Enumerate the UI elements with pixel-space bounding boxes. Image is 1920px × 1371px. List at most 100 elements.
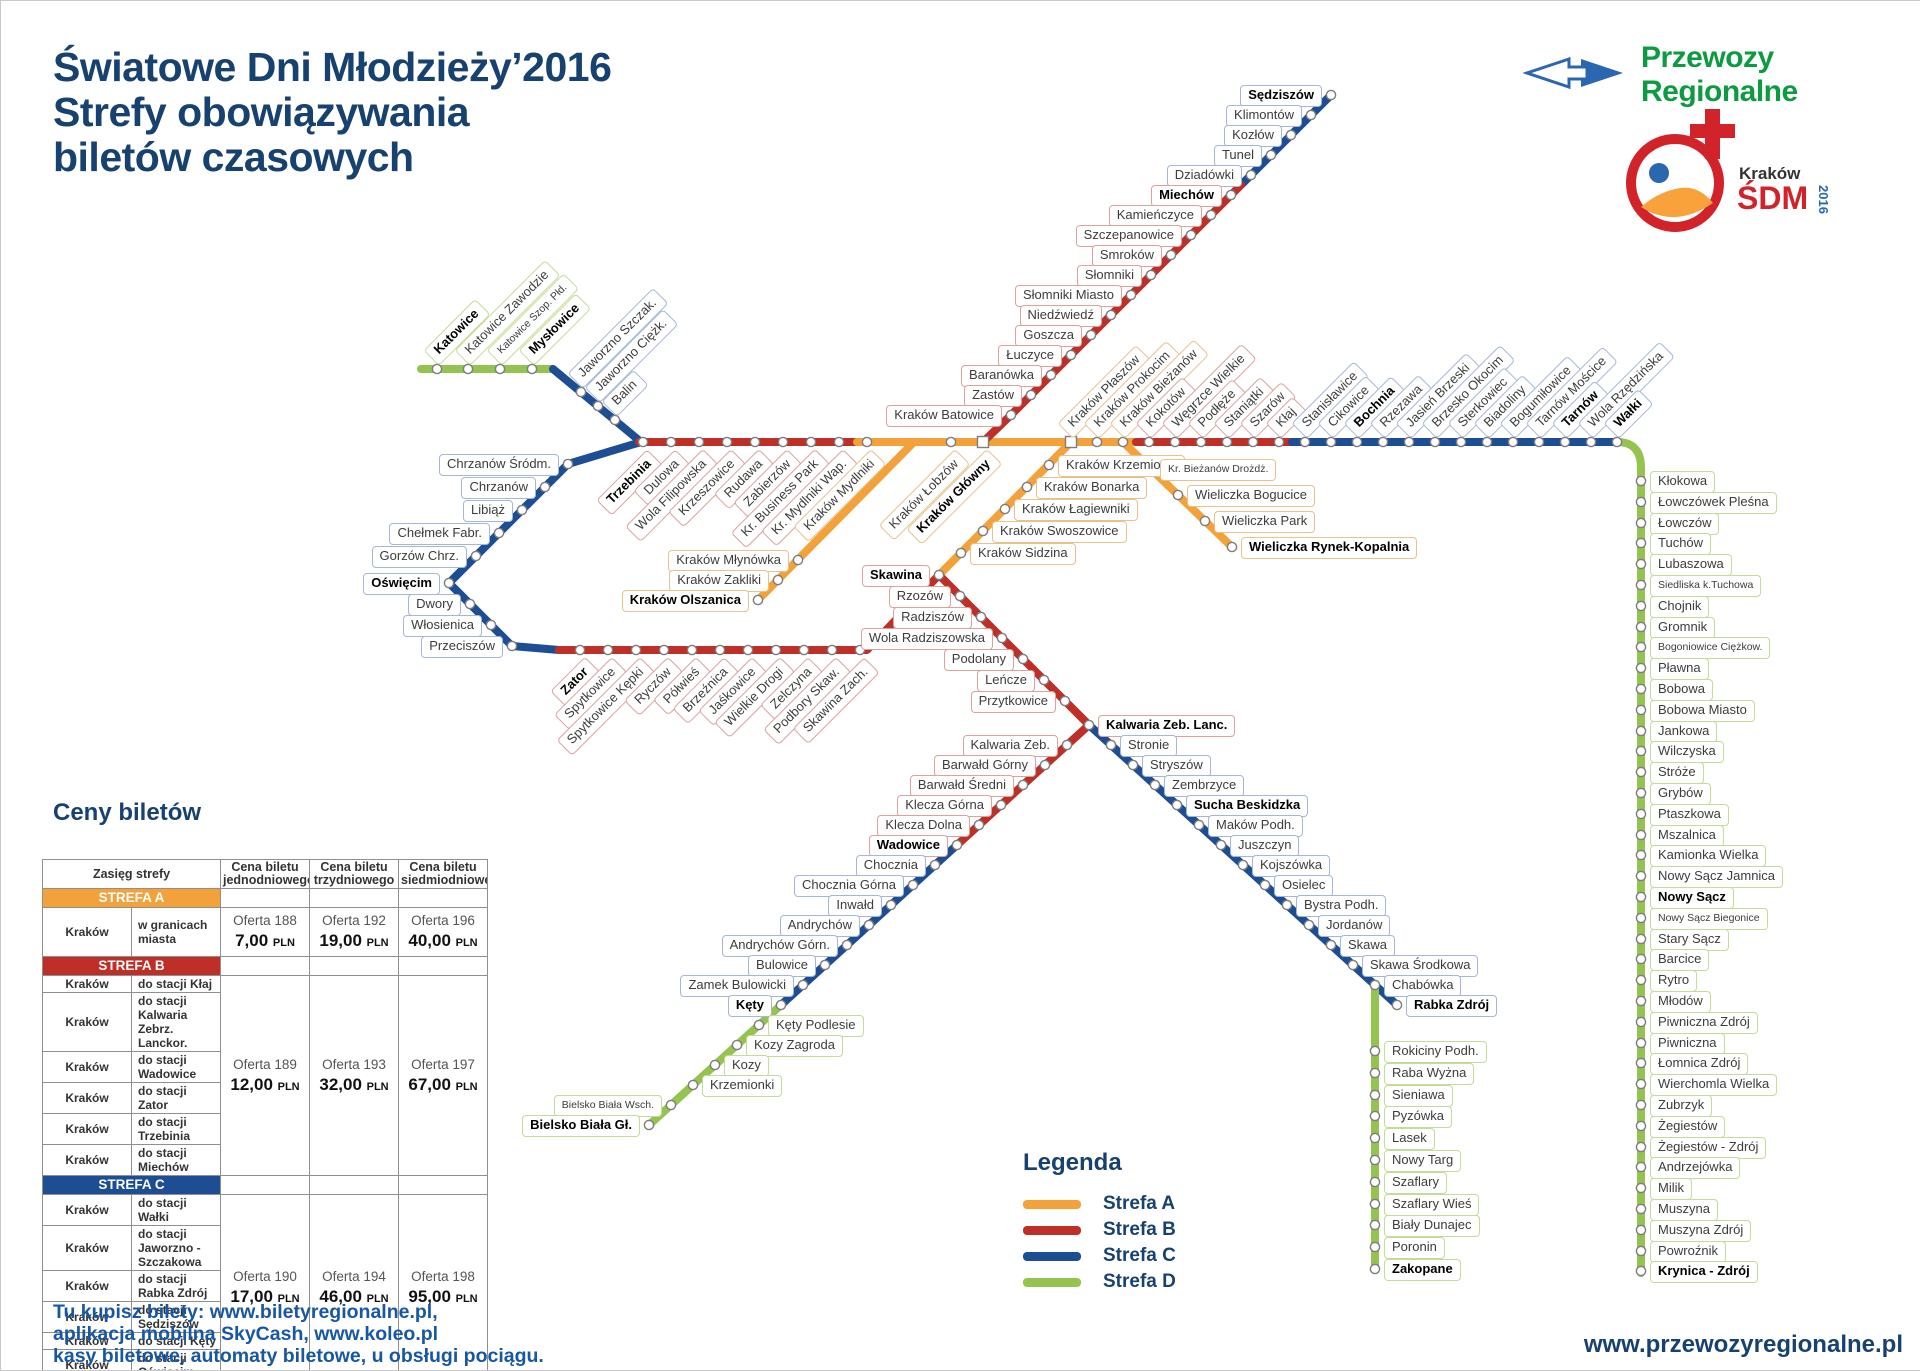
legend-swatch-C (1023, 1252, 1081, 1261)
station-marker (1248, 437, 1257, 446)
purchase-info-line-2: aplikacja mobilna SkyCash, www.koleo.pl (53, 1323, 544, 1345)
station-label: Kęty (728, 995, 772, 1017)
station-label: Łomnica Zdrój (1650, 1053, 1748, 1075)
destination-cell: do stacji Zator (132, 1083, 221, 1114)
station-label: Powroźnik (1650, 1241, 1726, 1263)
station-label: Bielsko Biała Wsch. (554, 1095, 662, 1117)
station-label: Biały Dunajec (1384, 1215, 1480, 1237)
station-marker (1636, 1246, 1645, 1255)
station-marker (1282, 900, 1291, 909)
station-marker (1636, 538, 1645, 547)
station-label: Wierchomla Wielka (1650, 1074, 1777, 1096)
station-label: Szaflary (1384, 1172, 1447, 1194)
station-marker (956, 548, 965, 557)
zone-bar: STREFA B (43, 957, 221, 976)
station-marker (463, 364, 472, 373)
station-marker (976, 612, 985, 621)
station-marker (1636, 726, 1645, 735)
station-label: Łowczówek Pleśna (1650, 492, 1777, 514)
station-marker (754, 1020, 763, 1029)
station-marker (1636, 580, 1645, 589)
station-marker (743, 645, 752, 654)
station-marker (1636, 850, 1645, 859)
station-label: Poronin (1384, 1237, 1445, 1259)
station-marker (974, 820, 983, 829)
station-marker (687, 645, 696, 654)
station-marker (1636, 1225, 1645, 1234)
station-label: Nowy Sącz (1650, 887, 1734, 909)
station-label: Słomniki (1077, 265, 1142, 287)
station-marker (1216, 840, 1225, 849)
legend-label-A: Strefa A (1103, 1193, 1175, 1215)
station-marker (1370, 1177, 1379, 1186)
station-marker (908, 880, 917, 889)
station-marker (827, 645, 836, 654)
station-marker (1370, 1090, 1379, 1099)
station-marker (1636, 871, 1645, 880)
station-marker (1636, 1058, 1645, 1067)
station-label: Podolany (944, 649, 1014, 671)
station-marker (1227, 542, 1236, 551)
legend-label-D: Strefa D (1103, 1271, 1176, 1293)
station-label: Ptaszkowa (1650, 804, 1729, 826)
station-marker (1636, 1038, 1645, 1047)
station-label: Kamionka Wielka (1650, 845, 1766, 867)
station-marker (507, 641, 516, 650)
station-marker (576, 387, 585, 396)
station-marker (638, 437, 647, 446)
station-label: Oświęcim (363, 573, 440, 595)
station-marker (778, 437, 787, 446)
destination-cell: do stacji Trzebinia (132, 1114, 221, 1145)
station-label: Kozłów (1224, 125, 1282, 147)
station-marker (1106, 740, 1115, 749)
station-marker (688, 1080, 697, 1089)
station-label: Muszyna (1650, 1199, 1718, 1221)
station-label: Smroków (1092, 245, 1162, 267)
station-marker (1370, 1242, 1379, 1251)
station-marker (1066, 437, 1077, 448)
station-marker (1066, 350, 1075, 359)
station-marker (444, 578, 453, 587)
station-label: Barcice (1650, 949, 1709, 971)
station-marker (1370, 1046, 1379, 1055)
station-marker (1170, 437, 1179, 446)
station-marker (1118, 437, 1127, 446)
station-marker (666, 437, 675, 446)
station-marker (1636, 746, 1645, 755)
station-label: Jordanów (1318, 915, 1390, 937)
station-marker (1534, 437, 1543, 446)
station-label: Andrzejówka (1650, 1157, 1740, 1179)
legend-swatch-D (1023, 1278, 1081, 1287)
station-marker (710, 1060, 719, 1069)
station-label: Rzozów (889, 586, 951, 608)
station-marker (1092, 437, 1101, 446)
col-header-price-3: Cena biletusiedmiodniowego (399, 860, 488, 889)
station-label: Chrzanów (461, 477, 536, 499)
station-label: Dwory (408, 594, 461, 616)
sdm-year-text: 2016 (1816, 185, 1831, 214)
station-marker (1370, 1068, 1379, 1077)
destination-cell: do stacji Miechów (132, 1145, 221, 1176)
destination-cell: do stacji Jaworzno - Szczakowa (132, 1226, 221, 1271)
station-marker (1636, 788, 1645, 797)
origin-cell: Kraków (43, 1052, 132, 1083)
station-marker (1636, 934, 1645, 943)
station-label: Kraków Zakliki (669, 570, 769, 592)
station-marker (1126, 290, 1135, 299)
station-label: Łuczyce (998, 345, 1062, 367)
station-label: Wieliczka Park (1214, 511, 1315, 533)
station-label: Nowy Targ (1384, 1150, 1461, 1172)
title-line-1: Światowe Dni Młodzieży’2016 (53, 45, 611, 90)
col-header-zone: Zasięg strefy (43, 860, 221, 889)
station-label: Zastów (964, 385, 1022, 407)
station-marker (934, 570, 943, 579)
station-marker (1636, 954, 1645, 963)
station-label: Osielec (1274, 875, 1333, 897)
station-label: Szczepanowice (1076, 225, 1182, 247)
station-marker (793, 555, 802, 564)
